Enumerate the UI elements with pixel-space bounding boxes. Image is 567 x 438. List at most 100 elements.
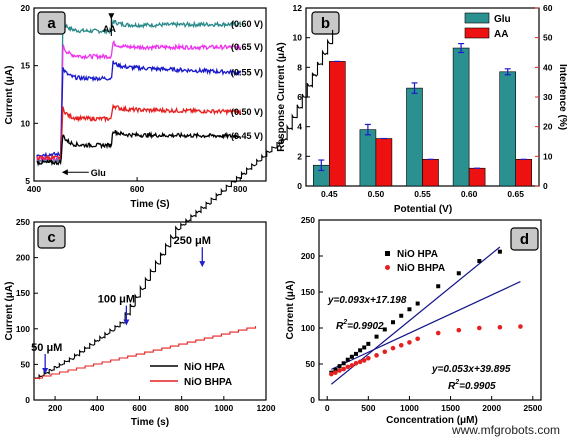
x-tick-label: 0	[325, 403, 330, 413]
panel-c-series	[33, 29, 334, 380]
watermark: www.mfgrobots.com	[451, 423, 560, 437]
annotation-label: 50 μM	[31, 342, 62, 354]
panel-d-legend: NiO HPA NiO BHPA	[385, 249, 445, 274]
data-point-hpa	[362, 345, 367, 350]
x-tick-label: 200	[48, 403, 62, 413]
data-point-bhpa	[329, 371, 334, 377]
y-tick-label: 15	[21, 61, 31, 71]
x-tick-label: 0.65	[507, 189, 524, 199]
legend-label: NiO HPA	[397, 249, 438, 260]
panel-a-frame	[33, 7, 267, 182]
panel-d-points	[329, 241, 523, 377]
panel-b-badge	[311, 11, 340, 35]
series-label: (0.45 V)	[231, 131, 263, 141]
y-tick-label: 8	[297, 62, 302, 72]
panel-b-legend: Glu AA	[464, 12, 511, 40]
y-tick-label: 4	[297, 122, 302, 132]
data-point-bhpa	[435, 330, 441, 336]
data-point-bhpa	[518, 324, 523, 329]
panel-d-ticks: 0 500 1000 1500 2000 2500 0 50 100 150 200 250	[301, 215, 543, 413]
y2-tick-label: 10	[543, 151, 553, 161]
y-tick-label: 150	[16, 288, 30, 298]
panel-c-frame	[33, 221, 267, 401]
event-label-glu: Glu	[91, 168, 106, 178]
x-tick-label: 800	[233, 184, 247, 194]
data-point-bhpa	[390, 345, 396, 351]
event-label-aa: AA	[103, 24, 116, 34]
x-tick-label: 400	[90, 403, 104, 413]
data-point-hpa	[415, 301, 420, 306]
x-tick-label: 2500	[523, 403, 542, 413]
data-point-bhpa	[374, 353, 379, 358]
y-tick-label: 200	[16, 253, 30, 263]
y-tick-label: 10	[293, 33, 303, 43]
series-label: (0.65 V)	[231, 42, 263, 52]
x-tick-label: 0.50	[368, 189, 385, 199]
data-point-bhpa	[366, 355, 371, 361]
panel-a-badge-label: a	[47, 15, 56, 32]
panel-a: 400 600 800 5 10 15 20 (0.60 V) (0.65 V) (0.55 V…	[4, 3, 267, 210]
y-tick-label: 200	[301, 251, 315, 261]
series-line	[36, 103, 242, 162]
panel-a-series-labels: (0.60 V) (0.65 V) (0.55 V) (0.50 V) (0.45 V)	[231, 19, 263, 141]
x-tick-label: 500	[361, 403, 375, 413]
panel-d-badge	[510, 227, 539, 251]
data-point-hpa	[382, 327, 387, 332]
legend-label: AA	[494, 29, 508, 40]
data-point-bhpa	[415, 336, 420, 342]
y-tick-label: 50	[21, 359, 31, 369]
series-line	[36, 39, 241, 163]
data-point-hpa	[345, 357, 350, 362]
panel-c-ylabel: Current (μA)	[4, 282, 15, 341]
legend-marker	[385, 251, 390, 256]
data-point-hpa	[337, 364, 342, 369]
bar-glu	[359, 129, 377, 187]
panel-d-frame	[318, 219, 542, 401]
panel-a-ticks: 400 600 800 5 10 15 20	[21, 3, 248, 194]
bar-aa	[515, 159, 533, 187]
y-tick-label: 20	[21, 3, 31, 13]
panel-b-y2label: Interfence (%)	[557, 64, 567, 130]
data-point-hpa	[391, 320, 395, 325]
x-tick-label: 0.45	[321, 189, 338, 199]
fit-r2-bhpa: R2=0.9905	[448, 379, 496, 392]
fit-equation-bhpa: y=0.053x+39.895	[431, 364, 511, 375]
data-point-hpa	[399, 313, 404, 318]
annotation-arrowhead	[123, 319, 130, 326]
bar-aa	[328, 61, 346, 187]
y-tick-label: 0	[310, 395, 315, 405]
data-point-hpa	[497, 249, 502, 254]
y2-tick-label: 0	[543, 181, 548, 191]
panel-c-xlabel: Time (s)	[131, 417, 169, 428]
data-point-bhpa	[456, 327, 462, 333]
data-point-hpa	[341, 361, 346, 366]
panel-b-badge-label: b	[321, 15, 330, 32]
legend-swatch	[464, 27, 490, 39]
x-tick-label: 600	[132, 403, 146, 413]
data-point-bhpa	[477, 325, 482, 331]
x-tick-label: 0.55	[414, 189, 431, 199]
data-point-bhpa	[349, 363, 355, 368]
panel-c-legend: NiO HPA NiO BHPA	[150, 362, 232, 388]
panel-c-badge	[37, 225, 66, 249]
x-tick-label: 1500	[441, 403, 460, 413]
panel-d-xlabel: Concentration (μM)	[386, 415, 478, 426]
data-point-hpa	[477, 259, 482, 264]
y-tick-label: 250	[301, 215, 315, 225]
data-point-bhpa	[497, 324, 503, 330]
data-point-hpa	[349, 354, 354, 359]
data-point-hpa	[333, 367, 338, 372]
panel-c-ticks: 200 400 600 800 1000 1200 0 50 100 150 200 250	[16, 217, 276, 413]
panel-d-ylabel: Corrent (μA)	[285, 281, 296, 340]
panel-b: 0 2 4 6 8 10 12 0 10 20 30 40 50 60 0.45 0.50 0.55 0.60 0.…	[276, 3, 567, 215]
series-label: (0.50 V)	[231, 107, 263, 117]
data-point-bhpa	[341, 366, 346, 372]
annotation-label: 100 μM	[98, 294, 135, 306]
y-tick-label: 0	[25, 395, 30, 405]
y2-tick-label: 20	[543, 122, 553, 132]
series-line	[36, 18, 242, 164]
data-point-hpa	[366, 341, 371, 346]
y-tick-label: 250	[16, 217, 30, 227]
